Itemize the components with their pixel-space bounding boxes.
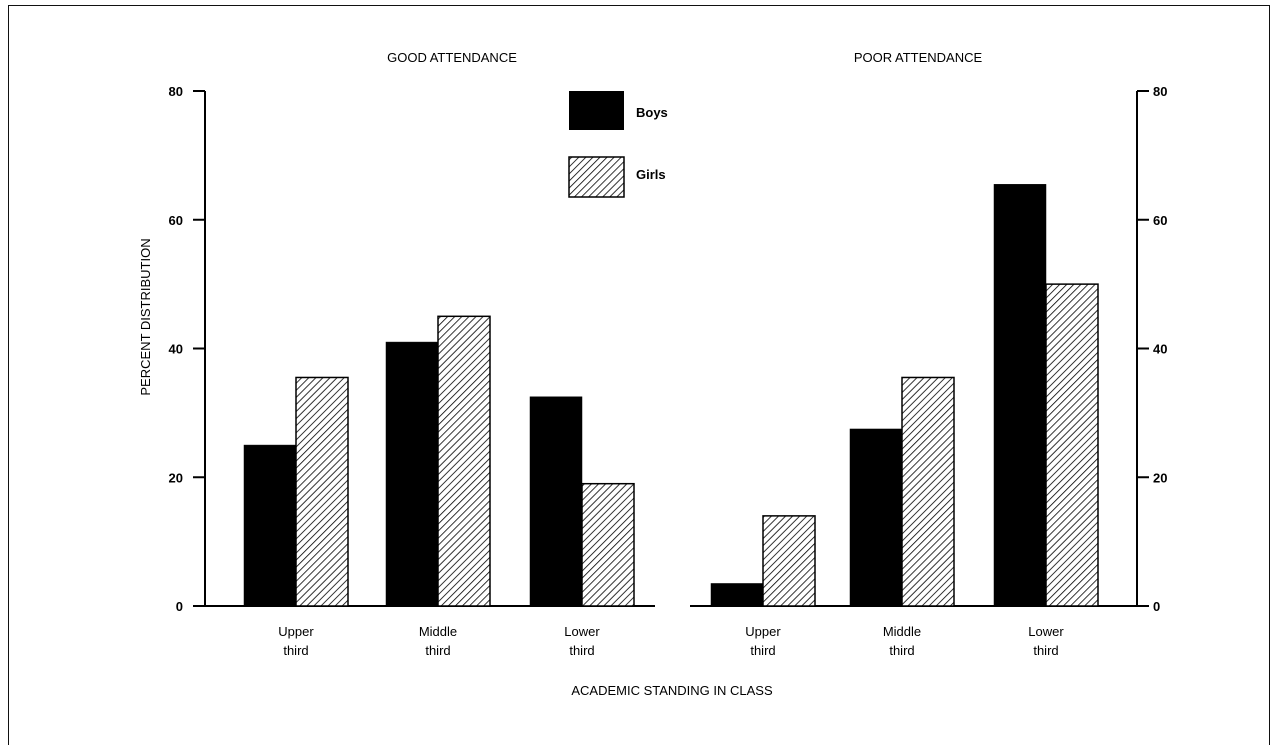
- figure-frame: [8, 5, 1270, 745]
- right-tick-label: 40: [1153, 342, 1167, 357]
- left-tick-label: 0: [176, 599, 183, 614]
- bar-boys: [710, 583, 764, 607]
- x-axis-label: ACADEMIC STANDING IN CLASS: [571, 683, 773, 698]
- left-tick-label: 40: [169, 342, 183, 357]
- y-ticks: 0 0 20 20 40 40 60 60 80 80: [169, 84, 1168, 614]
- bar-girls: [901, 376, 955, 607]
- category-label: Upper third: [745, 624, 781, 658]
- right-tick-label: 80: [1153, 84, 1167, 99]
- right-tick-label: 20: [1153, 470, 1167, 485]
- category-labels: Upper third Middle third Lower third Upper thir…: [278, 624, 1064, 658]
- legend-label-boys: Boys: [636, 105, 668, 120]
- bar-girls: [762, 515, 816, 607]
- bar-boys: [849, 428, 903, 607]
- bar-boys: [993, 184, 1047, 607]
- bar-girls: [1045, 283, 1099, 607]
- category-label: Middle third: [419, 624, 457, 658]
- bar-girls: [437, 315, 491, 607]
- bar-boys: [529, 396, 583, 607]
- bar-boys: [243, 444, 297, 607]
- legend-swatch-boys: [569, 91, 624, 130]
- y-axis-label: PERCENT DISTRIBUTION: [138, 238, 153, 395]
- bar-girls: [295, 376, 349, 607]
- panel-title-good: GOOD ATTENDANCE: [387, 50, 517, 65]
- panel-title-poor: POOR ATTENDANCE: [854, 50, 983, 65]
- legend: Boys Girls: [568, 91, 668, 198]
- legend-label-girls: Girls: [636, 167, 666, 182]
- bars: [243, 184, 1099, 607]
- left-tick-label: 80: [169, 84, 183, 99]
- category-label: Lower third: [564, 624, 600, 658]
- bar-girls: [581, 482, 635, 607]
- category-label: Lower third: [1028, 624, 1064, 658]
- category-label: Middle third: [883, 624, 921, 658]
- legend-swatch-girls: [568, 156, 625, 198]
- right-tick-label: 60: [1153, 213, 1167, 228]
- bar-boys: [385, 341, 439, 607]
- left-tick-label: 20: [169, 470, 183, 485]
- category-label: Upper third: [278, 624, 314, 658]
- right-tick-label: 0: [1153, 599, 1160, 614]
- left-tick-label: 60: [169, 213, 183, 228]
